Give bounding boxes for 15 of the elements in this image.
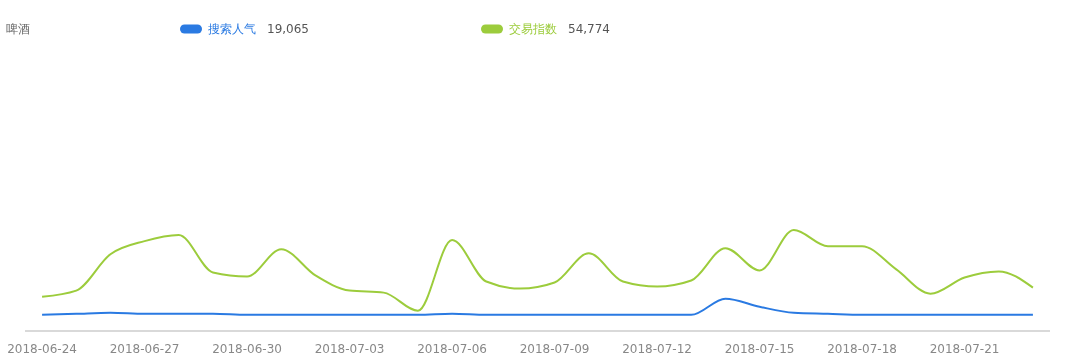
x-tick-label: 2018-06-24: [7, 342, 77, 356]
x-tick-label: 2018-06-27: [109, 342, 180, 356]
x-tick-label: 2018-06-30: [212, 342, 282, 356]
x-tick-label: 2018-07-15: [724, 342, 795, 356]
chart-title: 啤酒: [6, 22, 30, 36]
x-tick-label: 2018-07-09: [519, 342, 590, 356]
text: 54,774: [568, 22, 610, 36]
legend-label: 交易指数: [509, 22, 557, 36]
text: 19,065: [267, 22, 309, 36]
x-tick-label: 2018-07-21: [929, 342, 1000, 356]
x-tick-label: 2018-07-06: [417, 342, 487, 356]
x-tick-label: 2018-07-18: [827, 342, 897, 356]
legend-label: 搜索人气: [208, 22, 256, 36]
x-tick-label: 2018-07-12: [622, 342, 692, 356]
x-tick-label: 2018-07-03: [314, 342, 385, 356]
